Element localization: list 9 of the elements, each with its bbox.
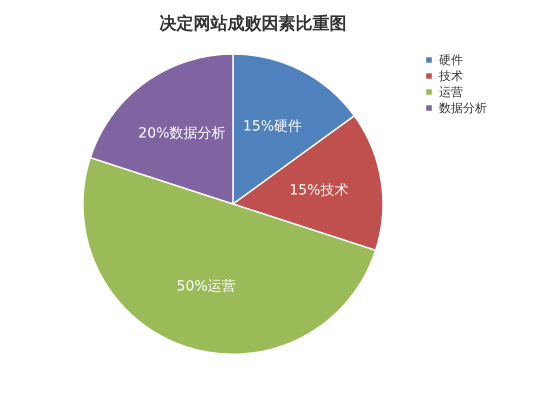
chart-title: 决定网站成败因素比重图 [160, 14, 346, 34]
legend-label: 数据分析 [439, 101, 487, 115]
legend-label: 技术 [438, 69, 463, 83]
data-label: 15%硬件 [242, 118, 302, 134]
data-label: 15%技术 [289, 182, 348, 198]
data-label: 50%运营 [176, 278, 236, 295]
data-label: 20%数据分析 [138, 126, 226, 142]
legend-label: 运营 [439, 85, 463, 99]
legend-label: 硬件 [439, 53, 463, 67]
